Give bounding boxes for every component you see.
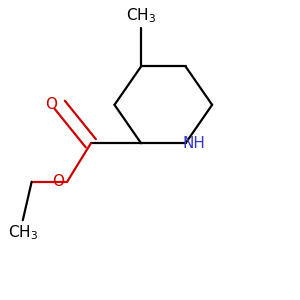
Text: O: O [45, 97, 57, 112]
Text: O: O [52, 174, 64, 189]
Text: CH$_3$: CH$_3$ [126, 6, 156, 25]
Text: NH: NH [183, 136, 206, 151]
Text: CH$_3$: CH$_3$ [8, 223, 38, 242]
